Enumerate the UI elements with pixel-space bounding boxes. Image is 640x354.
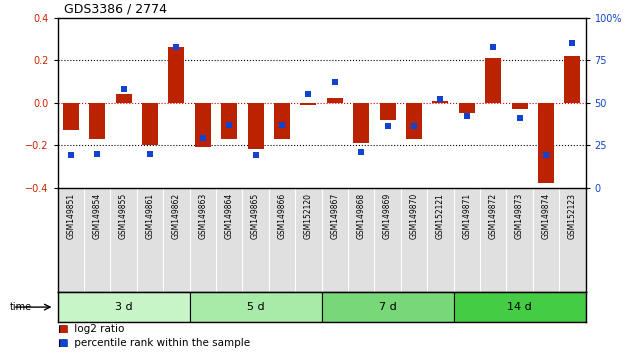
Bar — [459, 103, 475, 113]
Bar — [564, 56, 580, 103]
Text: ■  log2 ratio: ■ log2 ratio — [58, 324, 124, 334]
Text: GSM149864: GSM149864 — [225, 193, 234, 239]
Text: time: time — [10, 302, 32, 312]
Text: GSM149863: GSM149863 — [198, 193, 207, 239]
Bar — [195, 103, 211, 147]
Text: GSM149874: GSM149874 — [541, 193, 550, 239]
Bar — [189, 292, 322, 322]
Text: GSM149861: GSM149861 — [145, 193, 154, 239]
Text: ■: ■ — [58, 324, 67, 334]
Text: GSM149873: GSM149873 — [515, 193, 524, 239]
Bar — [538, 103, 554, 183]
Bar — [327, 98, 343, 103]
Bar — [274, 103, 290, 139]
Text: GSM149865: GSM149865 — [251, 193, 260, 239]
Text: GSM149862: GSM149862 — [172, 193, 181, 239]
Text: GDS3386 / 2774: GDS3386 / 2774 — [64, 3, 167, 16]
Text: GSM152120: GSM152120 — [304, 193, 313, 239]
Bar — [221, 103, 237, 139]
Text: GSM149871: GSM149871 — [462, 193, 471, 239]
Text: GSM149854: GSM149854 — [93, 193, 102, 239]
Bar — [90, 103, 105, 139]
Text: GSM149866: GSM149866 — [278, 193, 287, 239]
Text: GSM149868: GSM149868 — [356, 193, 365, 239]
Bar — [63, 103, 79, 130]
Text: 5 d: 5 d — [247, 302, 264, 312]
Text: 3 d: 3 d — [115, 302, 132, 312]
Bar — [380, 103, 396, 120]
Bar — [353, 103, 369, 143]
Bar — [406, 103, 422, 139]
Text: GSM152123: GSM152123 — [568, 193, 577, 239]
Bar — [485, 58, 501, 103]
Text: GSM149872: GSM149872 — [489, 193, 498, 239]
Text: GSM149867: GSM149867 — [330, 193, 339, 239]
Text: 7 d: 7 d — [379, 302, 396, 312]
Text: ■  percentile rank within the sample: ■ percentile rank within the sample — [58, 338, 250, 348]
Bar — [58, 292, 189, 322]
Bar — [322, 292, 454, 322]
Bar — [248, 103, 264, 149]
Text: GSM149869: GSM149869 — [383, 193, 392, 239]
Bar — [512, 103, 527, 109]
Bar — [168, 47, 184, 103]
Bar — [116, 94, 132, 103]
Text: ■: ■ — [58, 338, 67, 348]
Text: 14 d: 14 d — [508, 302, 532, 312]
Text: GSM149855: GSM149855 — [119, 193, 128, 239]
Bar — [142, 103, 158, 145]
Text: GSM149851: GSM149851 — [67, 193, 76, 239]
Text: GSM152121: GSM152121 — [436, 193, 445, 239]
Bar — [301, 103, 316, 105]
Bar — [433, 101, 448, 103]
Text: GSM149870: GSM149870 — [410, 193, 419, 239]
Bar — [454, 292, 586, 322]
